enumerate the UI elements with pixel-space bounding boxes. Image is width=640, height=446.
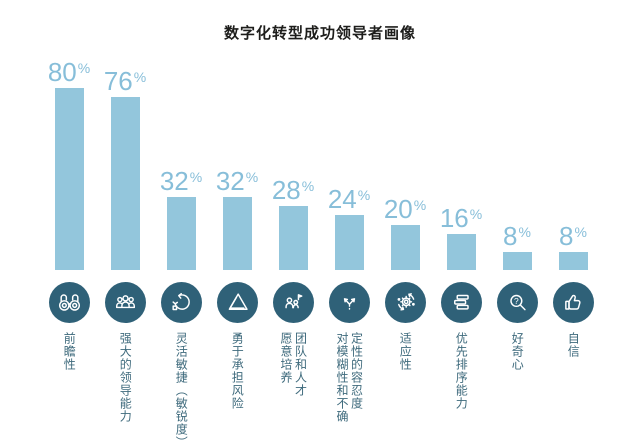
column-curiosity: 8% ? 好奇心 xyxy=(489,0,545,446)
category-label: 强大的领导能力 xyxy=(118,332,133,423)
svg-text:?: ? xyxy=(514,296,519,306)
icon-circle: ? xyxy=(496,282,538,323)
icon-circle xyxy=(104,282,146,323)
value-label: 76% xyxy=(103,66,147,97)
column-ambiguity-tolerance: 24% 对模糊性和不确 定性的容忍度 xyxy=(321,0,377,446)
bar-strong-leadership xyxy=(110,97,140,270)
value-label: 20% xyxy=(383,193,427,224)
bar-chart: 80% 前瞻性 76% xyxy=(41,0,601,446)
column-risk-taking: 32% 勇于承担风险 xyxy=(209,0,265,446)
column-foresight: 80% 前瞻性 xyxy=(41,0,97,446)
value-label: 8% xyxy=(559,220,587,251)
bar-risk-taking xyxy=(222,197,252,270)
bar-prioritization xyxy=(446,233,476,270)
bar-agility xyxy=(166,197,196,270)
gear-sync-icon xyxy=(397,293,415,311)
category-label: 适应性 xyxy=(398,332,413,371)
column-adaptability: 20% 适应性 xyxy=(377,0,433,446)
icon-circle xyxy=(48,282,90,323)
value-label: 32% xyxy=(159,166,203,197)
category-label: 灵活敏捷（敏锐度） xyxy=(174,332,189,446)
category-label: 愿意培养 团队和人才 xyxy=(279,332,308,397)
bar-foresight xyxy=(54,88,84,270)
column-agility: 32% 灵活敏捷（敏锐度） xyxy=(153,0,209,446)
bar-curiosity xyxy=(502,251,532,270)
bar-talent-development xyxy=(278,206,308,270)
bar-adaptability xyxy=(390,224,420,270)
category-label: 优先排序能力 xyxy=(454,332,469,410)
icon-circle xyxy=(328,282,370,323)
binoculars-icon xyxy=(58,294,80,311)
stacked-priorities-icon xyxy=(453,294,469,310)
icon-circle xyxy=(384,282,426,323)
icon-circle xyxy=(552,282,594,323)
agile-cycle-icon xyxy=(171,292,190,311)
bar-confidence xyxy=(558,251,588,270)
team-icon xyxy=(115,295,135,309)
column-talent-development: 28% 愿意培养 团队和人才 xyxy=(265,0,321,446)
category-label: 自信 xyxy=(566,332,581,358)
category-label: 对模糊性和不确 定性的容忍度 xyxy=(335,332,364,423)
column-prioritization: 16% 优先排序能力 xyxy=(433,0,489,446)
warning-triangle-icon xyxy=(228,293,248,310)
bar-ambiguity-tolerance xyxy=(334,215,364,270)
icon-circle xyxy=(440,282,482,323)
category-label: 前瞻性 xyxy=(62,332,77,371)
diverging-arrows-icon xyxy=(343,298,355,312)
icon-circle xyxy=(160,282,202,323)
talent-development-icon xyxy=(284,294,302,309)
thumbs-up-icon xyxy=(564,294,581,310)
magnifier-question-icon: ? xyxy=(509,294,526,311)
icon-circle xyxy=(272,282,314,323)
chart-title: 数字化转型成功领导者画像 xyxy=(223,25,416,42)
category-label: 好奇心 xyxy=(510,332,525,371)
value-label: 80% xyxy=(47,57,91,87)
value-label: 16% xyxy=(439,202,483,233)
column-confidence: 8% 自信 xyxy=(545,0,601,446)
value-label: 24% xyxy=(327,184,371,215)
value-label: 28% xyxy=(271,175,315,206)
category-label: 勇于承担风险 xyxy=(230,332,245,410)
icon-circle xyxy=(216,282,258,323)
value-label: 32% xyxy=(215,166,259,197)
column-strong-leadership: 76% 强大的领导能力 xyxy=(97,0,153,446)
value-label: 8% xyxy=(503,220,531,251)
